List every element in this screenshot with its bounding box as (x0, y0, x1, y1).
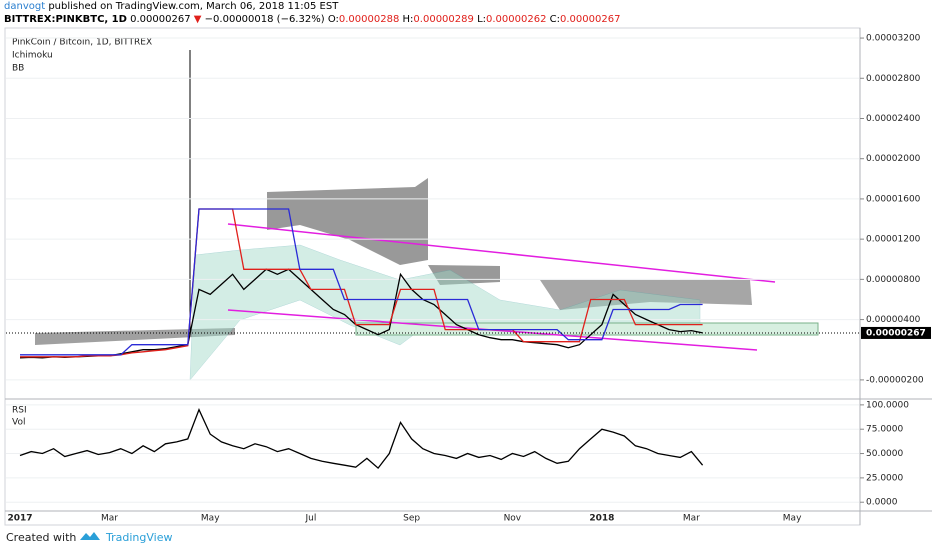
publisher: danvogt (4, 1, 46, 12)
indicator-label: BB (12, 64, 24, 74)
x-tick-label: Mar (101, 514, 118, 524)
x-tick-label: Sep (403, 514, 420, 524)
series-line (19, 268, 703, 359)
indicator-label: Ichimoku (12, 51, 53, 61)
pane-title: PinkCoin / Bitcoin, 1D, BITTREX (12, 38, 152, 48)
arrow: ▼ (193, 14, 202, 25)
l-label: L: (477, 14, 487, 25)
series-line (20, 208, 703, 358)
header: danvogt published on TradingView.com, Ma… (4, 0, 620, 26)
change: −0.00000018 (−6.32%) (204, 14, 325, 25)
y-tick-label: 75.0000 (866, 425, 903, 435)
brand-logo (80, 532, 100, 540)
x-tick-label: 2018 (589, 514, 614, 524)
series-line (20, 208, 703, 356)
y-tick-label: -0.00000200 (866, 375, 924, 385)
last: 0.00000267 (130, 14, 191, 25)
footer-created: Created with (6, 531, 76, 544)
ichimoku-cloud (428, 265, 500, 285)
c-value: 0.00000267 (560, 14, 621, 25)
c-label: C: (549, 14, 561, 25)
y-tick-label: 25.0000 (866, 473, 903, 483)
symbol: BITTREX:PINKBTC, 1D (4, 14, 127, 25)
x-tick-label: Nov (504, 514, 522, 524)
y-tick-label: 100.0000 (866, 400, 909, 410)
pane-subtitle: Vol (12, 418, 25, 428)
h-value: 0.00000289 (413, 14, 474, 25)
price-label: 0.00000267 (866, 328, 926, 338)
y-tick-label: 0.00002800 (866, 74, 921, 84)
x-tick-label: Jul (305, 514, 317, 524)
ichimoku-cloud (540, 280, 752, 310)
h-label: H: (402, 14, 414, 25)
footer-brand[interactable]: TradingView (105, 531, 172, 544)
y-tick-label: 0.00000400 (866, 315, 921, 325)
quote-line: BITTREX:PINKBTC, 1D 0.00000267 ▼ −0.0000… (4, 13, 620, 26)
y-tick-label: 0.00002400 (866, 114, 921, 124)
l-value: 0.00000262 (486, 14, 547, 25)
trend-line (227, 223, 776, 283)
y-tick-label: 0.00001600 (866, 194, 921, 204)
x-tick-label: May (201, 514, 220, 524)
y-tick-label: 0.00003200 (866, 34, 921, 44)
y-tick-label: 0.0000 (866, 498, 898, 508)
x-tick-label: Mar (683, 514, 700, 524)
published: published on TradingView.com, March 06, … (48, 1, 339, 12)
o-label: O: (327, 14, 339, 25)
price-label-box (861, 326, 931, 339)
y-tick-label: 0.00000800 (866, 275, 921, 285)
pane-title: RSI (12, 406, 27, 416)
series-line (19, 408, 704, 470)
y-tick-label: 0.00001200 (866, 235, 921, 245)
publish-line: danvogt published on TradingView.com, Ma… (4, 0, 620, 13)
y-tick-label: 0.00002000 (866, 154, 921, 164)
ichimoku-cloud (35, 328, 235, 345)
o-value: 0.00000288 (338, 14, 400, 25)
x-tick-label: 2017 (7, 514, 32, 524)
y-tick-label: 50.0000 (866, 449, 903, 459)
ichimoku-cloud (267, 178, 428, 265)
x-tick-label: May (783, 514, 802, 524)
